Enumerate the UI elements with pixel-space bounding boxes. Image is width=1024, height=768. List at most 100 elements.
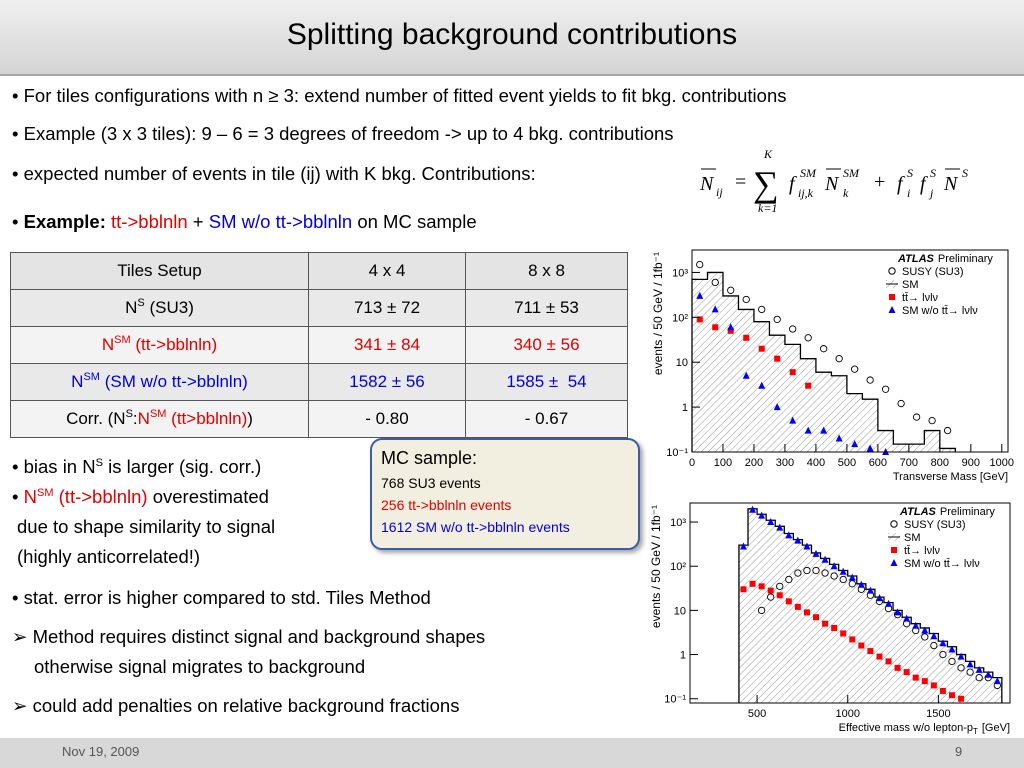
x-axis-label-part: T bbox=[973, 727, 978, 736]
hist-bar bbox=[738, 545, 749, 703]
chart: 0 100 200 300 400 500 600 700 800 900 1000 10⁻¹ 1 10 1… bbox=[651, 249, 1014, 483]
text: overestimated bbox=[152, 486, 269, 507]
bullet: ➢ Method requires distinct signal and ba… bbox=[12, 626, 486, 647]
f-sup: K bbox=[763, 147, 773, 161]
bullet: • stat. error is higher compared to std.… bbox=[12, 587, 431, 608]
bullet: • NSM (tt->bblnln) overestimated bbox=[12, 486, 269, 508]
marker bbox=[948, 692, 955, 699]
bullet: • For tiles configurations with n ≥ 3: e… bbox=[12, 85, 787, 106]
legend-label: SM w/o tt̄→ lνlν bbox=[902, 305, 978, 317]
marker bbox=[857, 580, 865, 588]
marker bbox=[758, 305, 766, 314]
marker bbox=[903, 614, 911, 622]
f-sym: N bbox=[824, 173, 840, 195]
marker bbox=[939, 650, 947, 659]
text: N bbox=[137, 409, 150, 428]
y-tick-label: 10⁻¹ bbox=[664, 694, 686, 706]
x-tick-label: 800 bbox=[931, 457, 949, 469]
hist-bar bbox=[947, 646, 957, 703]
cell: 1582 ± 56 bbox=[308, 363, 466, 401]
hist-bar bbox=[938, 641, 948, 703]
text: • bbox=[12, 211, 19, 232]
plot-series bbox=[691, 260, 956, 455]
marker bbox=[912, 413, 921, 421]
hist-bar bbox=[983, 672, 993, 703]
hist-bar bbox=[893, 444, 909, 452]
hist-bar bbox=[939, 448, 956, 452]
marker bbox=[875, 594, 883, 602]
marker bbox=[794, 603, 801, 610]
cell: 341 ± 84 bbox=[308, 326, 466, 364]
hist-bar bbox=[974, 667, 984, 703]
f-sub: j bbox=[928, 186, 934, 200]
hist-bar bbox=[766, 520, 776, 703]
hist-bar bbox=[811, 552, 821, 703]
table: Tiles Setup 4 x 4 8 x 8 NS (SU3) 713 ± 7… bbox=[10, 252, 628, 438]
cell: - 0.80 bbox=[308, 400, 466, 438]
text: SM bbox=[83, 371, 100, 383]
marker bbox=[848, 580, 856, 588]
marker bbox=[785, 575, 793, 584]
x-axis-label-part: [GeV] bbox=[982, 722, 1010, 734]
y-tick-label: 10⁻¹ bbox=[666, 447, 688, 459]
marker bbox=[849, 636, 856, 643]
marker bbox=[948, 657, 956, 666]
marker bbox=[789, 325, 797, 333]
plot-border bbox=[691, 249, 1009, 453]
y-tick-label: 10 bbox=[676, 357, 688, 369]
hist-bar bbox=[769, 335, 785, 452]
marker bbox=[758, 511, 766, 519]
marker bbox=[821, 555, 829, 563]
hist-outline bbox=[691, 271, 956, 452]
plot-border bbox=[689, 502, 1011, 704]
marker bbox=[894, 608, 902, 616]
text: (SU3) bbox=[149, 298, 194, 317]
formula: N ij = ∑ K k=1 f SM ij,k N SM k + f S i … bbox=[699, 147, 968, 215]
hist-bar bbox=[784, 533, 794, 703]
marker bbox=[696, 291, 704, 299]
marker bbox=[767, 518, 775, 526]
marker bbox=[930, 632, 938, 640]
hist-bar bbox=[800, 358, 816, 452]
marker bbox=[839, 575, 847, 584]
marker bbox=[812, 549, 820, 557]
marker bbox=[881, 385, 890, 393]
x-tick-label: 1500 bbox=[926, 708, 950, 720]
hist-bar bbox=[992, 677, 1002, 703]
f-sub: i bbox=[907, 186, 910, 200]
marker bbox=[975, 665, 983, 673]
marker bbox=[742, 371, 750, 379]
cell: Tiles Setup bbox=[10, 252, 309, 290]
marker bbox=[903, 669, 910, 676]
marker bbox=[804, 426, 812, 434]
hist-bar bbox=[820, 558, 830, 703]
marker bbox=[774, 355, 781, 362]
legend-marker bbox=[889, 294, 895, 300]
cell: - 0.67 bbox=[465, 400, 628, 438]
text: S bbox=[137, 297, 145, 309]
marker bbox=[820, 426, 828, 434]
x-tick-label: 900 bbox=[962, 457, 980, 469]
text: + bbox=[192, 211, 204, 232]
x-axis-label-part: Transverse Mass [GeV] bbox=[893, 471, 1008, 483]
marker bbox=[839, 567, 847, 575]
text: S bbox=[125, 408, 133, 420]
f-sym: N bbox=[699, 173, 715, 195]
marker bbox=[711, 305, 719, 313]
cell: Corr. (NS:NSM (tt>bblnln)) bbox=[10, 400, 309, 438]
cell: NSM (tt->bblnln) bbox=[10, 326, 309, 364]
text: Example: bbox=[23, 211, 106, 232]
marker bbox=[921, 626, 929, 634]
marker bbox=[939, 687, 946, 694]
marker bbox=[835, 434, 843, 442]
hist-bar bbox=[775, 526, 785, 703]
marker bbox=[758, 345, 765, 352]
marker bbox=[928, 416, 936, 425]
marker bbox=[767, 593, 775, 601]
f-sup: S bbox=[962, 166, 968, 180]
x-axis-label: Transverse Mass [GeV] bbox=[893, 471, 1008, 483]
marker bbox=[921, 678, 928, 685]
hist-bar bbox=[956, 654, 966, 703]
marker bbox=[696, 316, 703, 323]
f-sym: f bbox=[789, 173, 797, 195]
